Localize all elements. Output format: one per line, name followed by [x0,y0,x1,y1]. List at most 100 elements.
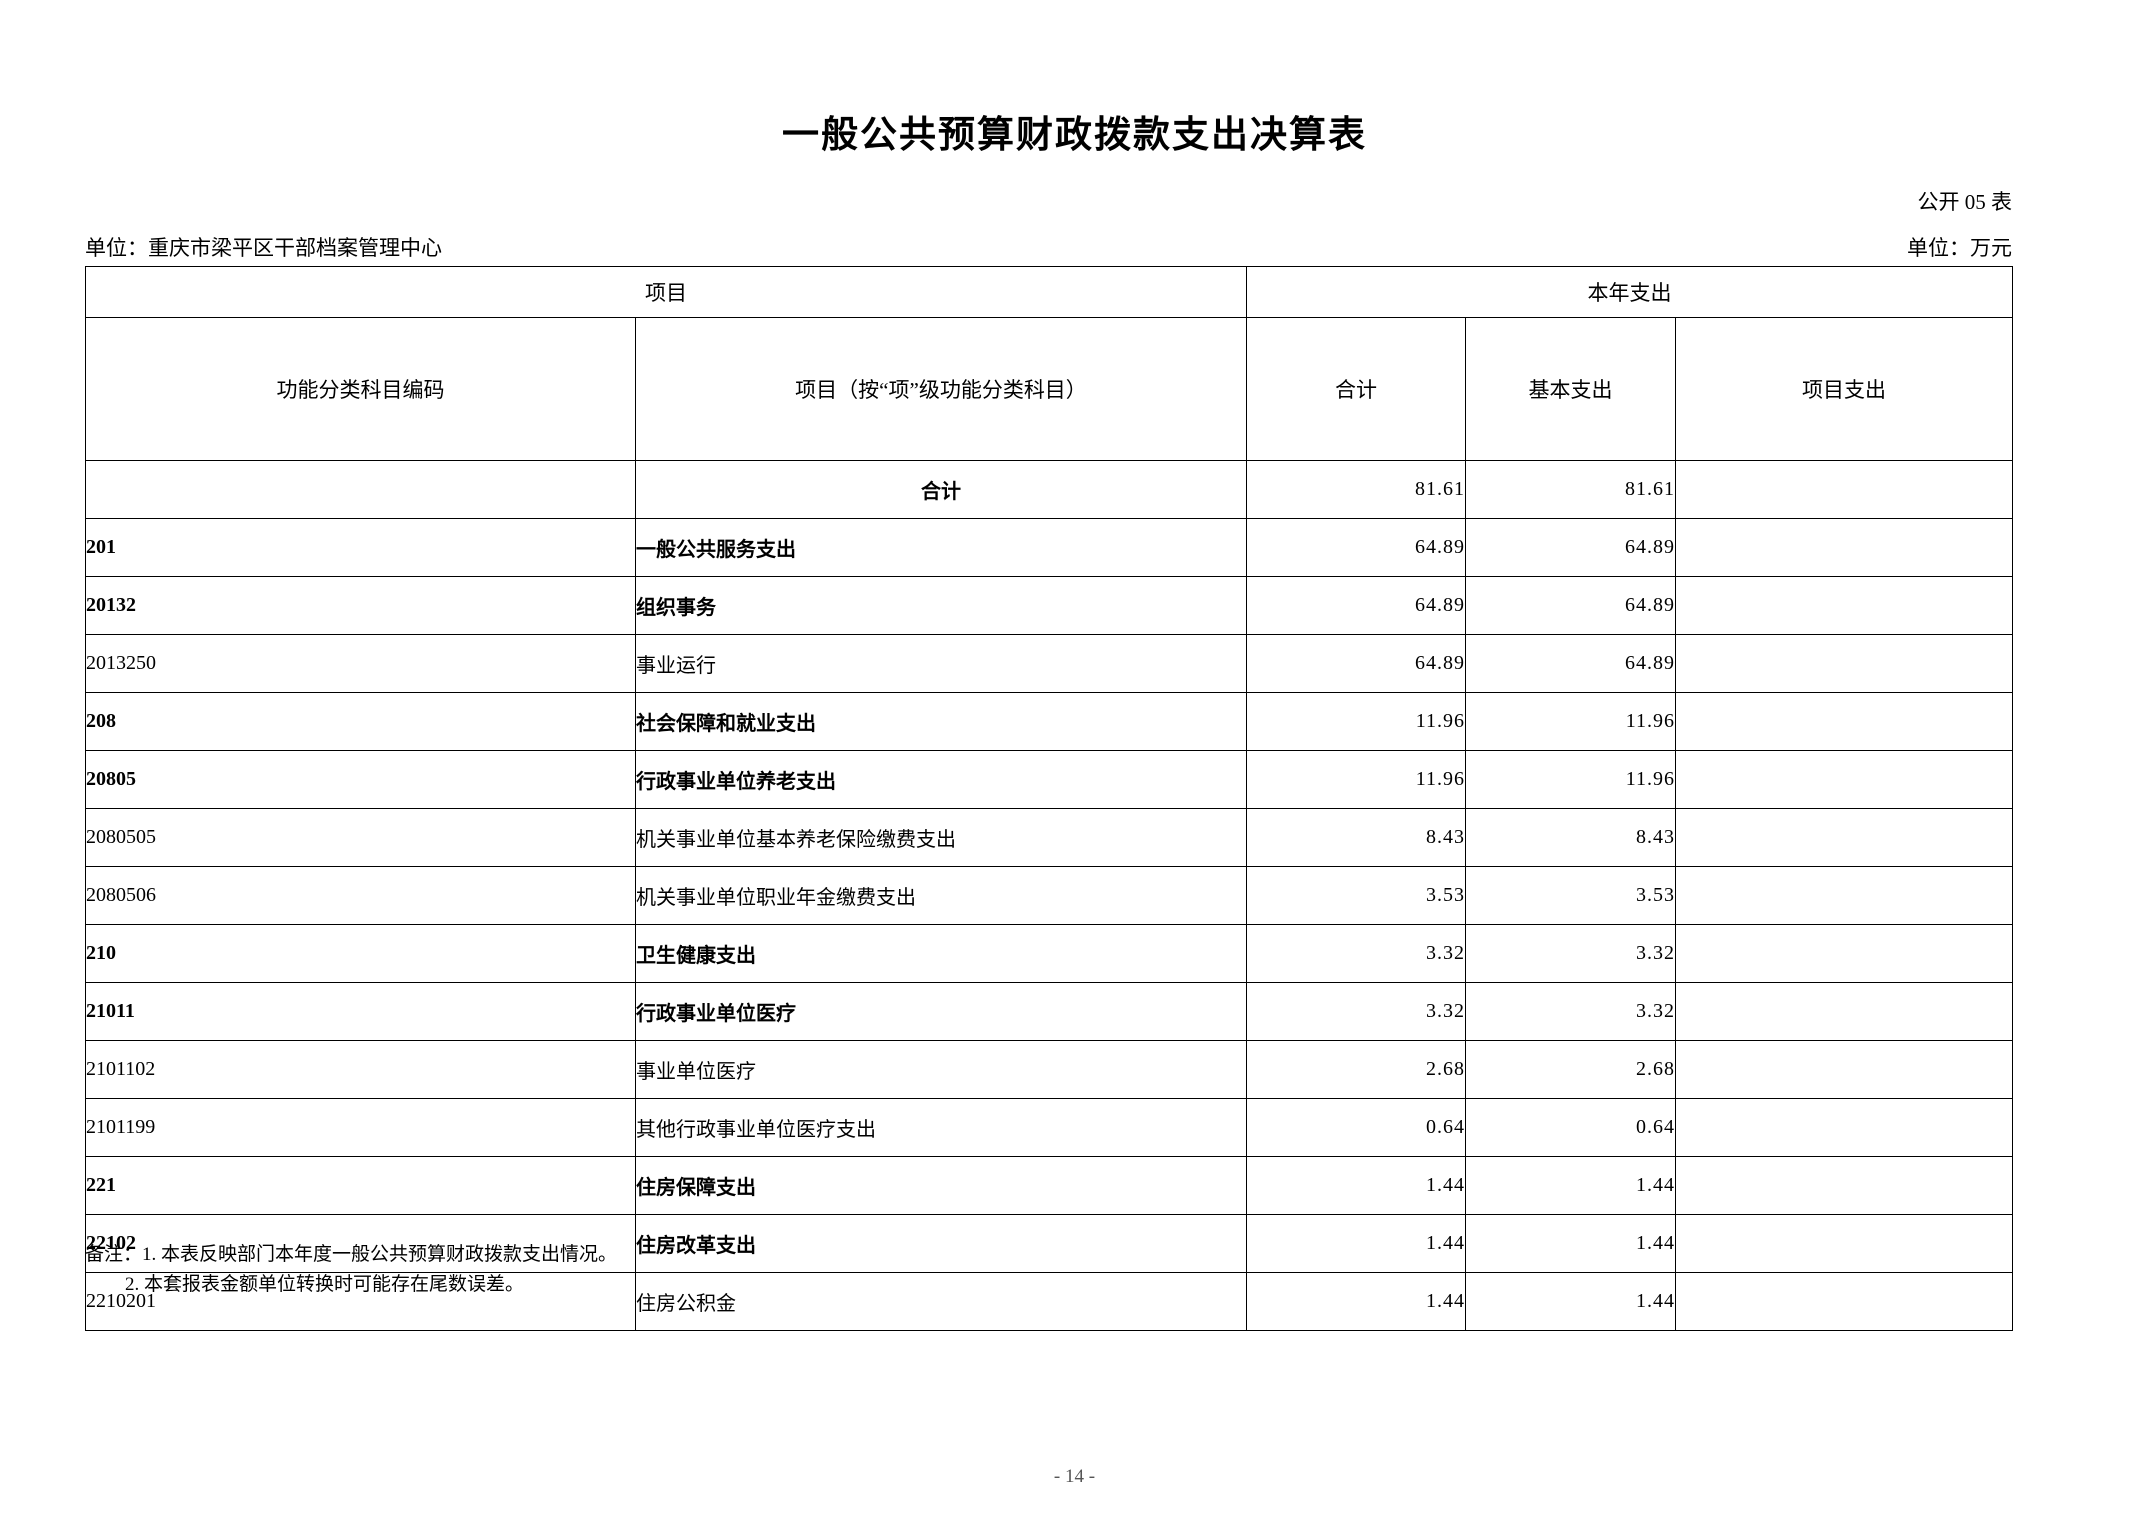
cell-item-name: 行政事业单位医疗 [635,982,1247,1041]
cell-item-name: 社会保障和就业支出 [635,692,1247,751]
table-row: 210 卫生健康支出 3.32 3.32 [85,924,2014,983]
cell-basic: 3.32 [1465,982,1676,1041]
cell-total: 0.64 [1246,1098,1466,1157]
table-row: 20132 组织事务 64.89 64.89 [85,576,2014,635]
cell-function-code: 21011 [85,982,636,1041]
cell-item-name: 住房公积金 [635,1272,1247,1331]
cell-project [1674,576,2014,635]
table-row: 221 住房保障支出 1.44 1.44 [85,1156,2014,1215]
column-header-total: 合计 [1246,317,1466,461]
table-row: 2080506 机关事业单位职业年金缴费支出 3.53 3.53 [85,866,2014,925]
cell-basic: 11.96 [1465,750,1676,809]
table-row: 201 一般公共服务支出 64.89 64.89 [85,518,2014,577]
amount-unit-label: 单位：万元 [1907,236,2012,260]
cell-basic: 64.89 [1465,576,1676,635]
cell-total: 64.89 [1246,518,1466,577]
table-row: 208 社会保障和就业支出 11.96 11.96 [85,692,2014,751]
page-title: 一般公共预算财政拨款支出决算表 [782,113,1367,156]
cell-item-name: 事业单位医疗 [635,1040,1247,1099]
cell-item-name: 卫生健康支出 [635,924,1247,983]
group-header-item: 项目 [85,266,1247,318]
cell-item-name: 组织事务 [635,576,1247,635]
cell-total: 11.96 [1246,692,1466,751]
cell-basic: 11.96 [1465,692,1676,751]
cell-basic: 3.53 [1465,866,1676,925]
cell-function-code: 2101199 [85,1098,636,1157]
cell-function-code [85,460,636,519]
cell-total: 2.68 [1246,1040,1466,1099]
organization-unit-label: 单位：重庆市梁平区干部档案管理中心 [85,236,442,260]
cell-item-name: 住房改革支出 [635,1214,1247,1273]
cell-total: 1.44 [1246,1156,1466,1215]
cell-project [1674,1214,2014,1273]
cell-basic: 1.44 [1465,1156,1676,1215]
cell-total: 11.96 [1246,750,1466,809]
cell-function-code: 20132 [85,576,636,635]
cell-total: 3.32 [1246,924,1466,983]
note-line-1: 备注：1. 本表反映部门本年度一般公共预算财政拨款支出情况。 [85,1244,618,1265]
cell-basic: 2.68 [1465,1040,1676,1099]
table-body: 合计 81.61 81.61 201 一般公共服务支出 64.89 64.89 20132 组织… [85,460,2014,1331]
cell-total: 3.32 [1246,982,1466,1041]
table-column-header-row: 功能分类科目编码 项目（按“项”级功能分类科目） 合计 基本支出 项目支出 [85,317,2014,461]
cell-project [1674,750,2014,809]
cell-project [1674,634,2014,693]
table-group-header-row: 项目 本年支出 [85,266,2014,318]
cell-project [1674,808,2014,867]
cell-basic: 1.44 [1465,1272,1676,1331]
cell-function-code: 2210201 [85,1272,636,1331]
table-row: 2013250 事业运行 64.89 64.89 [85,634,2014,693]
cell-item-name: 机关事业单位基本养老保险缴费支出 [635,808,1247,867]
cell-total: 1.44 [1246,1272,1466,1331]
cell-total: 64.89 [1246,576,1466,635]
cell-function-code: 208 [85,692,636,751]
cell-project [1674,460,2014,519]
cell-project [1674,866,2014,925]
cell-project [1674,924,2014,983]
table-row: 21011 行政事业单位医疗 3.32 3.32 [85,982,2014,1041]
page-number: - 14 - [1053,1466,1096,1487]
cell-function-code: 2101102 [85,1040,636,1099]
cell-basic: 64.89 [1465,518,1676,577]
cell-basic: 64.89 [1465,634,1676,693]
cell-item-name: 其他行政事业单位医疗支出 [635,1098,1247,1157]
cell-function-code: 201 [85,518,636,577]
cell-basic: 3.32 [1465,924,1676,983]
cell-total: 3.53 [1246,866,1466,925]
cell-project [1674,1156,2014,1215]
cell-project [1674,982,2014,1041]
table-row: 2210201 住房公积金 1.44 1.44 [85,1272,2014,1331]
cell-project [1674,1040,2014,1099]
cell-total: 8.43 [1246,808,1466,867]
cell-item-name: 行政事业单位养老支出 [635,750,1247,809]
cell-item-name: 机关事业单位职业年金缴费支出 [635,866,1247,925]
table-row: 2080505 机关事业单位基本养老保险缴费支出 8.43 8.43 [85,808,2014,867]
cell-function-code: 2013250 [85,634,636,693]
meta-row: 单位：重庆市梁平区干部档案管理中心 单位：万元 [85,232,2012,260]
cell-function-code: 22102 [85,1214,636,1273]
column-header-name: 项目（按“项”级功能分类科目） [635,317,1247,461]
budget-expenditure-table: 项目 本年支出 功能分类科目编码 项目（按“项”级功能分类科目） 合计 基本支出… [85,266,2014,1331]
table-header: 项目 本年支出 功能分类科目编码 项目（按“项”级功能分类科目） 合计 基本支出… [85,266,2014,461]
column-header-basic: 基本支出 [1465,317,1676,461]
cell-basic: 0.64 [1465,1098,1676,1157]
group-header-year-expenditure: 本年支出 [1245,266,2014,318]
table-notes: 备注：1. 本表反映部门本年度一般公共预算财政拨款支出情况。 2. 本套报表金额… [85,1240,617,1300]
cell-project [1674,518,2014,577]
cell-total: 81.61 [1246,460,1466,519]
column-header-project: 项目支出 [1674,317,2014,461]
cell-function-code: 2080506 [85,866,636,925]
cell-total: 64.89 [1246,634,1466,693]
cell-function-code: 221 [85,1156,636,1215]
cell-function-code: 2080505 [85,808,636,867]
cell-item-name: 事业运行 [635,634,1247,693]
table-row: 2101199 其他行政事业单位医疗支出 0.64 0.64 [85,1098,2014,1157]
table-row: 合计 81.61 81.61 [85,460,2014,519]
cell-basic: 81.61 [1465,460,1676,519]
cell-item-name: 合计 [635,460,1247,519]
cell-item-name: 住房保障支出 [635,1156,1247,1215]
cell-project [1674,1272,2014,1331]
cell-total: 1.44 [1246,1214,1466,1273]
cell-basic: 8.43 [1465,808,1676,867]
